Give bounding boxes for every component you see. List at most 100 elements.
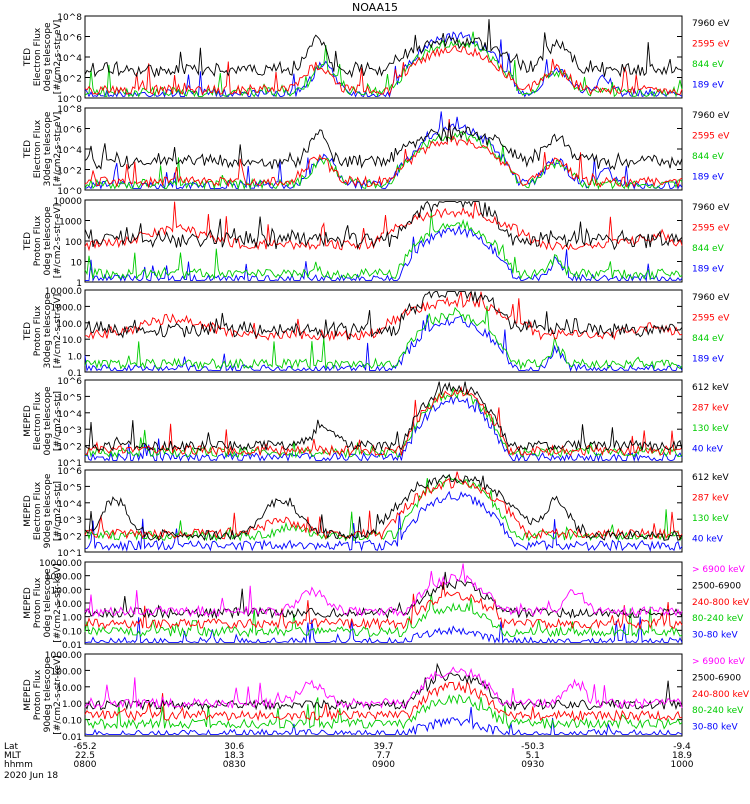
legend-entry: 2500-6900 — [692, 581, 741, 591]
legend-entry: 2595 eV — [692, 224, 730, 234]
ephemeris-value: 0900 — [372, 760, 395, 770]
legend-entry: 80-240 keV — [692, 706, 744, 716]
panel-2: 10^0 10^2 10^4 10^6 10^8 TED Electron Flux 30de… — [23, 105, 730, 197]
legend-entry: 189 eV — [692, 355, 725, 365]
legend-entry: 30-80 keV — [692, 631, 738, 641]
legend-entry: 130 keV — [692, 424, 729, 434]
y-tick-label: 100.00 — [51, 667, 83, 677]
y-axis-label: [#/cm2-s-str-eV] — [53, 112, 63, 187]
panel-6: 10^1 10^2 10^3 10^4 10^5 10^6 MEPED Electron Fl… — [23, 467, 729, 559]
y-tick-label: 1000.00 — [45, 651, 82, 661]
series-line — [84, 693, 683, 731]
y-tick-label: 10^6 — [57, 377, 82, 387]
legend-entry: > 6900 keV — [692, 657, 746, 667]
legend-entry: 844 eV — [692, 334, 725, 344]
y-tick-label: 10^8 — [57, 105, 82, 115]
legend-entry: 844 eV — [692, 60, 725, 70]
panel-7: 0.01 0.10 1.00 10.00 100.00 1000.00 10000.00 ME… — [23, 559, 750, 651]
series-line — [84, 666, 683, 710]
y-axis-label: 0deg telescope — [43, 386, 53, 456]
y-tick-label: 10^2 — [57, 75, 82, 85]
series-line — [84, 44, 683, 97]
y-tick-label: 10000.00 — [39, 559, 82, 569]
series-line — [84, 593, 683, 638]
y-tick-label: 10^0 — [57, 187, 82, 197]
series-line — [84, 386, 683, 457]
legend-entry: 7960 eV — [692, 111, 730, 121]
y-tick-label: 10^3 — [57, 426, 82, 436]
y-tick-label: 100.0 — [56, 320, 82, 330]
y-axis-label: MEPED — [23, 405, 33, 437]
ephemeris-row-label: hhmm — [4, 760, 33, 770]
ephemeris-value: 0830 — [223, 760, 246, 770]
y-axis-label: 30deg telescope — [43, 293, 53, 368]
y-axis-label: TED — [23, 322, 33, 341]
y-tick-label: 10000.0 — [45, 287, 82, 297]
ephemeris-value: 39.7 — [373, 742, 393, 752]
legend-entry: 612 keV — [692, 473, 729, 483]
legend-entry: 7960 eV — [692, 203, 730, 213]
panel-8: 0.01 0.10 1.00 10.00 100.00 1000.00 MEPED Proto… — [23, 651, 750, 743]
legend-entry: 844 eV — [692, 152, 725, 162]
legend-entry: 2500-6900 — [692, 673, 741, 683]
series-line — [84, 471, 683, 541]
series-line — [85, 291, 683, 342]
date-label: 2020 Jun 18 — [4, 771, 58, 781]
panel-3: 1 10 100 1000 10000 TED Proton Flux 0deg telesc… — [23, 197, 730, 289]
legend-entry: 7960 eV — [692, 19, 730, 29]
y-axis-label: Proton Flux — [33, 215, 43, 266]
legend-entry: 240-800 keV — [692, 690, 750, 700]
legend-entry: 40 keV — [692, 445, 724, 455]
series-line — [84, 706, 683, 736]
series-line — [84, 122, 683, 171]
y-axis-label: MEPED — [23, 587, 33, 619]
series-line — [84, 381, 683, 453]
y-axis-label: 0deg telescope — [43, 22, 53, 92]
legend-entry: 189 eV — [692, 265, 725, 275]
legend-entry: 30-80 keV — [692, 723, 738, 733]
series-line — [84, 290, 683, 340]
y-tick-label: 10.00 — [56, 600, 82, 610]
ephemeris-value: 0930 — [521, 760, 544, 770]
series-line — [84, 679, 683, 722]
legend-entry: 189 eV — [692, 173, 725, 183]
y-axis-label: 30deg telescope — [43, 111, 53, 186]
y-axis-label: [#/cm2-s-str-keV] — [53, 655, 63, 734]
y-tick-label: 10^4 — [57, 54, 82, 64]
y-axis-label: TED — [23, 140, 33, 159]
y-tick-label: 0.01 — [62, 641, 82, 651]
legend-entry: 240-800 keV — [692, 598, 750, 608]
legend-entry: 189 eV — [692, 81, 725, 91]
series-line — [84, 212, 683, 281]
series-line — [84, 31, 683, 98]
y-tick-label: 10000 — [53, 197, 82, 207]
ephemeris-value: 5.1 — [526, 751, 540, 761]
y-tick-label: 10^6 — [57, 467, 82, 477]
series-line — [84, 394, 683, 462]
y-axis-label: [#/cm2-s-str-eV] — [53, 20, 63, 95]
y-axis-label: Proton Flux — [33, 669, 43, 720]
legend-entry: 2595 eV — [692, 40, 730, 50]
ephemeris-value: 7.7 — [376, 751, 390, 761]
legend-entry: 287 keV — [692, 494, 729, 504]
ephemeris-value: 22.5 — [75, 751, 95, 761]
series-line — [84, 201, 683, 252]
legend-entry: 2595 eV — [692, 314, 730, 324]
ephemeris-row-label: MLT — [4, 751, 22, 761]
legend-entry: 612 keV — [692, 383, 729, 393]
y-tick-label: 10^6 — [57, 34, 82, 44]
y-axis-label: [#/cm2-s-str-eV] — [53, 294, 63, 369]
legend-entry: 287 keV — [692, 404, 729, 414]
legend-entry: 844 eV — [692, 244, 725, 254]
y-tick-label: 1 — [76, 279, 82, 289]
y-tick-label: 1.00 — [62, 700, 82, 710]
y-axis-label: TED — [23, 48, 33, 67]
y-tick-label: 1.00 — [62, 614, 82, 624]
legend-entry: 2595 eV — [692, 132, 730, 142]
y-tick-label: 0.01 — [62, 733, 82, 743]
y-axis-label: [#/cm2-s-str] — [53, 481, 63, 541]
series-line — [84, 111, 683, 190]
y-tick-label: 10 — [71, 259, 83, 269]
